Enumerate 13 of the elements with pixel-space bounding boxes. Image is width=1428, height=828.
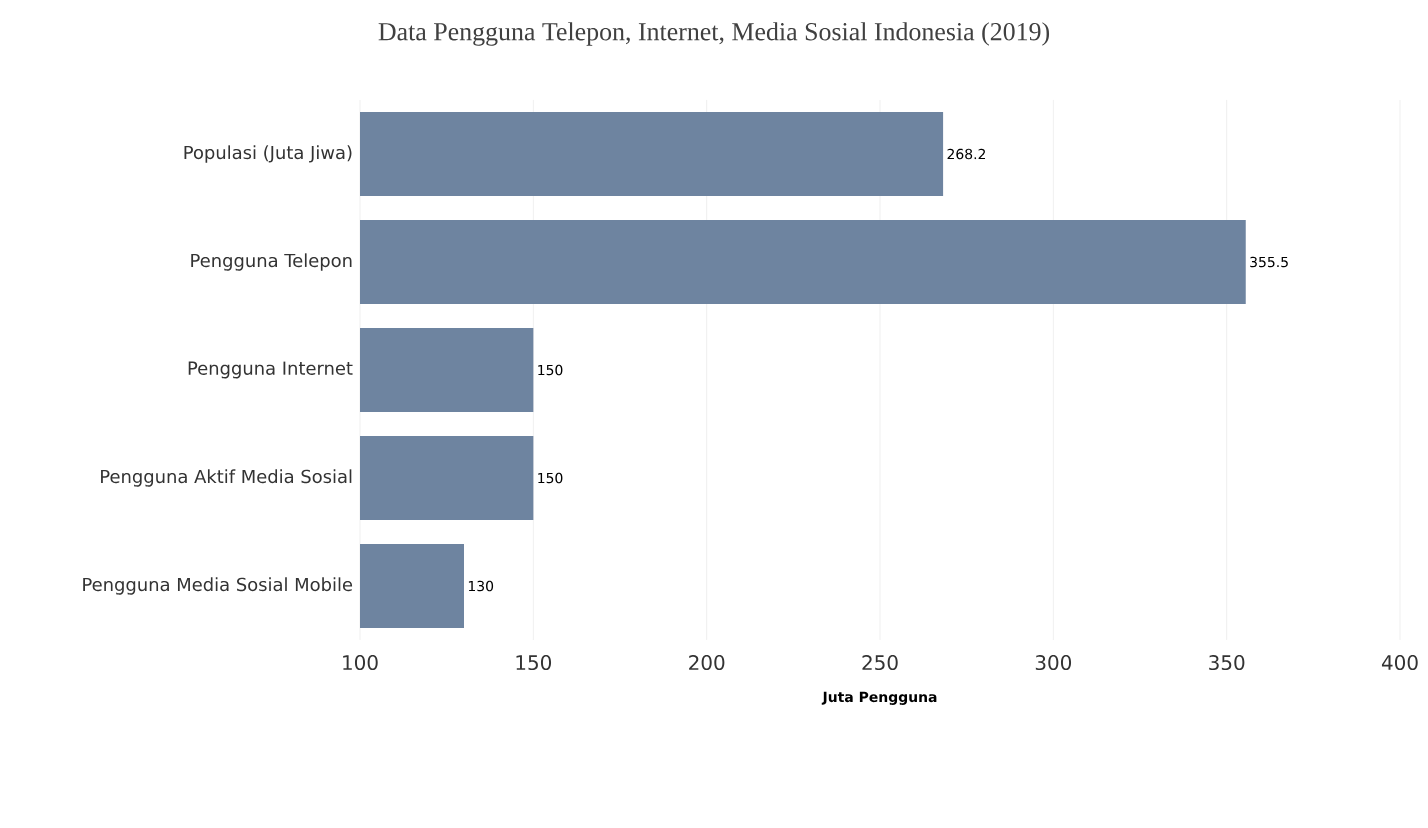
x-tick-label: 300 <box>1035 655 1072 671</box>
y-tick-label: Populasi (Juta Jiwa) <box>184 145 352 163</box>
y-tick-label: Pengguna Aktif Media Sosial <box>101 469 352 487</box>
x-tick-label: 250 <box>862 655 898 671</box>
y-tick-label: Pengguna Telepon <box>191 253 352 271</box>
x-tick-label: 100 <box>343 655 378 671</box>
x-tick-label: 200 <box>689 655 725 671</box>
x-tick-label: 400 <box>1381 655 1418 671</box>
chart-title: Data Pengguna Telepon, Internet, Media Sosial Indonesia (2019) <box>378 22 1050 46</box>
x-tick-label: 150 <box>516 655 552 671</box>
x-tick-label: 350 <box>1209 655 1245 671</box>
y-tick-label: Pengguna Internet <box>188 361 353 379</box>
y-tick-label: Pengguna Media Sosial Mobile <box>83 577 353 595</box>
